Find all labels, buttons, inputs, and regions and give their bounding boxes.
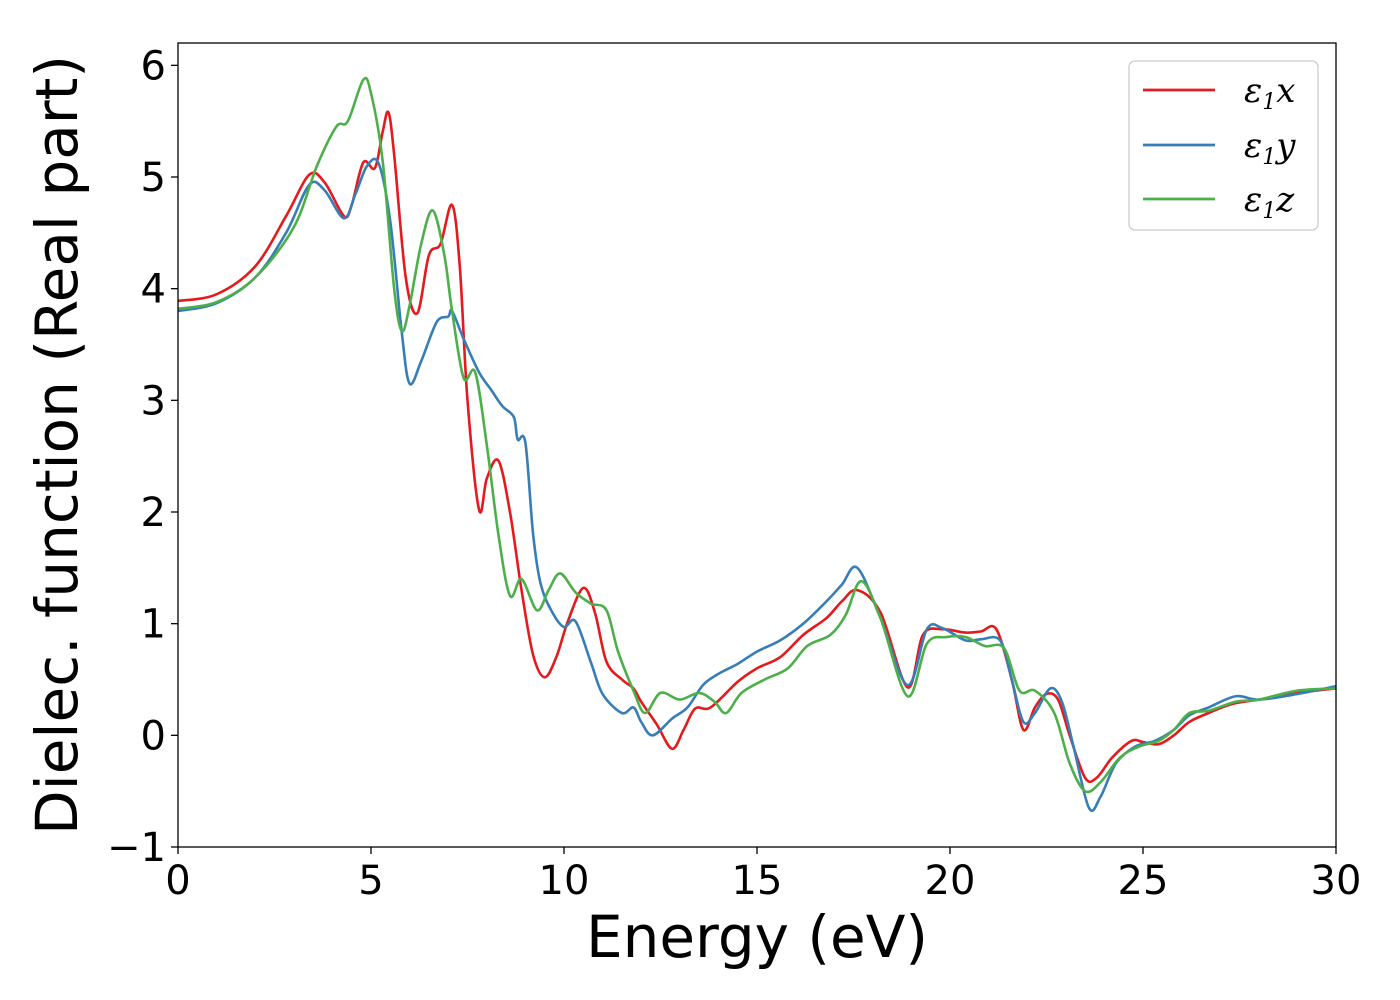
x-tick-label: 25 (1118, 858, 1169, 904)
x-tick-label: 10 (539, 858, 590, 904)
y-tick-label: 0 (141, 713, 166, 759)
y-tick-label: −1 (107, 825, 166, 871)
y-tick-label: 3 (141, 378, 166, 424)
legend-label-y: ε1y (1244, 126, 1296, 170)
series-line-z (177, 76, 1337, 794)
x-axis: 0 5 10 15 20 25 30 (165, 847, 1361, 904)
legend-label-x: ε1x (1244, 71, 1295, 115)
y-tick-label: 4 (141, 267, 166, 313)
y-tick-label: 1 (141, 602, 166, 648)
x-tick-label: 15 (732, 858, 783, 904)
x-axis-label: Energy (eV) (586, 903, 928, 971)
x-tick-label: 30 (1311, 858, 1362, 904)
y-tick-label: 6 (141, 43, 166, 89)
plot-lines (177, 76, 1337, 813)
y-axis: −1 0 1 2 3 4 5 6 (107, 43, 178, 871)
series-line-x (177, 110, 1337, 784)
legend: ε1x ε1y ε1z (1128, 60, 1319, 231)
y-tick-label: 2 (141, 490, 166, 536)
x-tick-label: 0 (165, 858, 190, 904)
x-tick-label: 20 (925, 858, 976, 904)
legend-box (1128, 60, 1319, 231)
legend-label-z: ε1z (1244, 180, 1295, 224)
x-tick-label: 5 (358, 858, 383, 904)
y-axis-label: Dielec. function (Real part) (23, 55, 91, 835)
series-line-y (177, 157, 1337, 813)
y-tick-label: 5 (141, 155, 166, 201)
